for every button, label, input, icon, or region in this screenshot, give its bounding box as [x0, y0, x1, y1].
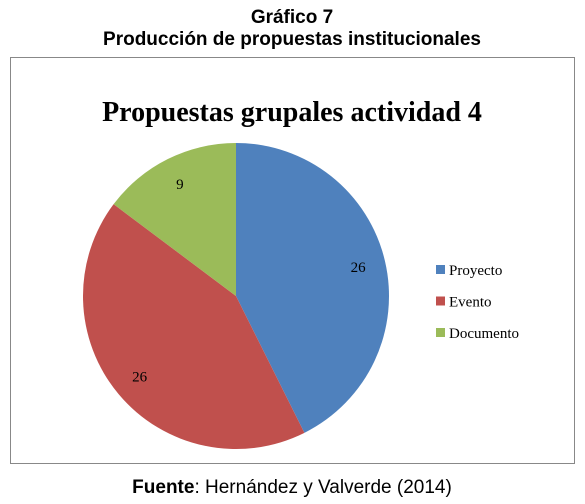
legend-label: Evento	[449, 295, 492, 311]
legend-swatch	[436, 265, 445, 274]
source: Fuente: Hernández y Valverde (2014)	[132, 477, 452, 498]
pie-slice	[236, 143, 390, 433]
data-label: 26	[351, 260, 367, 276]
pie-slice	[113, 143, 236, 296]
figure-title: Producción de propuestas institucionales	[103, 29, 481, 50]
legend-swatch	[436, 296, 445, 306]
source-label: Fuente	[132, 477, 194, 498]
data-label: 9	[176, 177, 184, 193]
source-text: : Hernández y Valverde (2014)	[194, 477, 451, 498]
legend-label: Documento	[449, 326, 519, 342]
pie: 26 26 9	[82, 143, 390, 450]
figure-number: Gráfico 7	[251, 7, 333, 28]
legend-swatch	[436, 328, 445, 337]
legend-label: Proyecto	[449, 263, 502, 279]
legend: Proyecto Evento Documento	[436, 263, 519, 342]
data-label: 26	[132, 369, 148, 385]
pie-slice	[82, 204, 305, 450]
chart-title: Propuestas grupales actividad 4	[102, 97, 482, 128]
